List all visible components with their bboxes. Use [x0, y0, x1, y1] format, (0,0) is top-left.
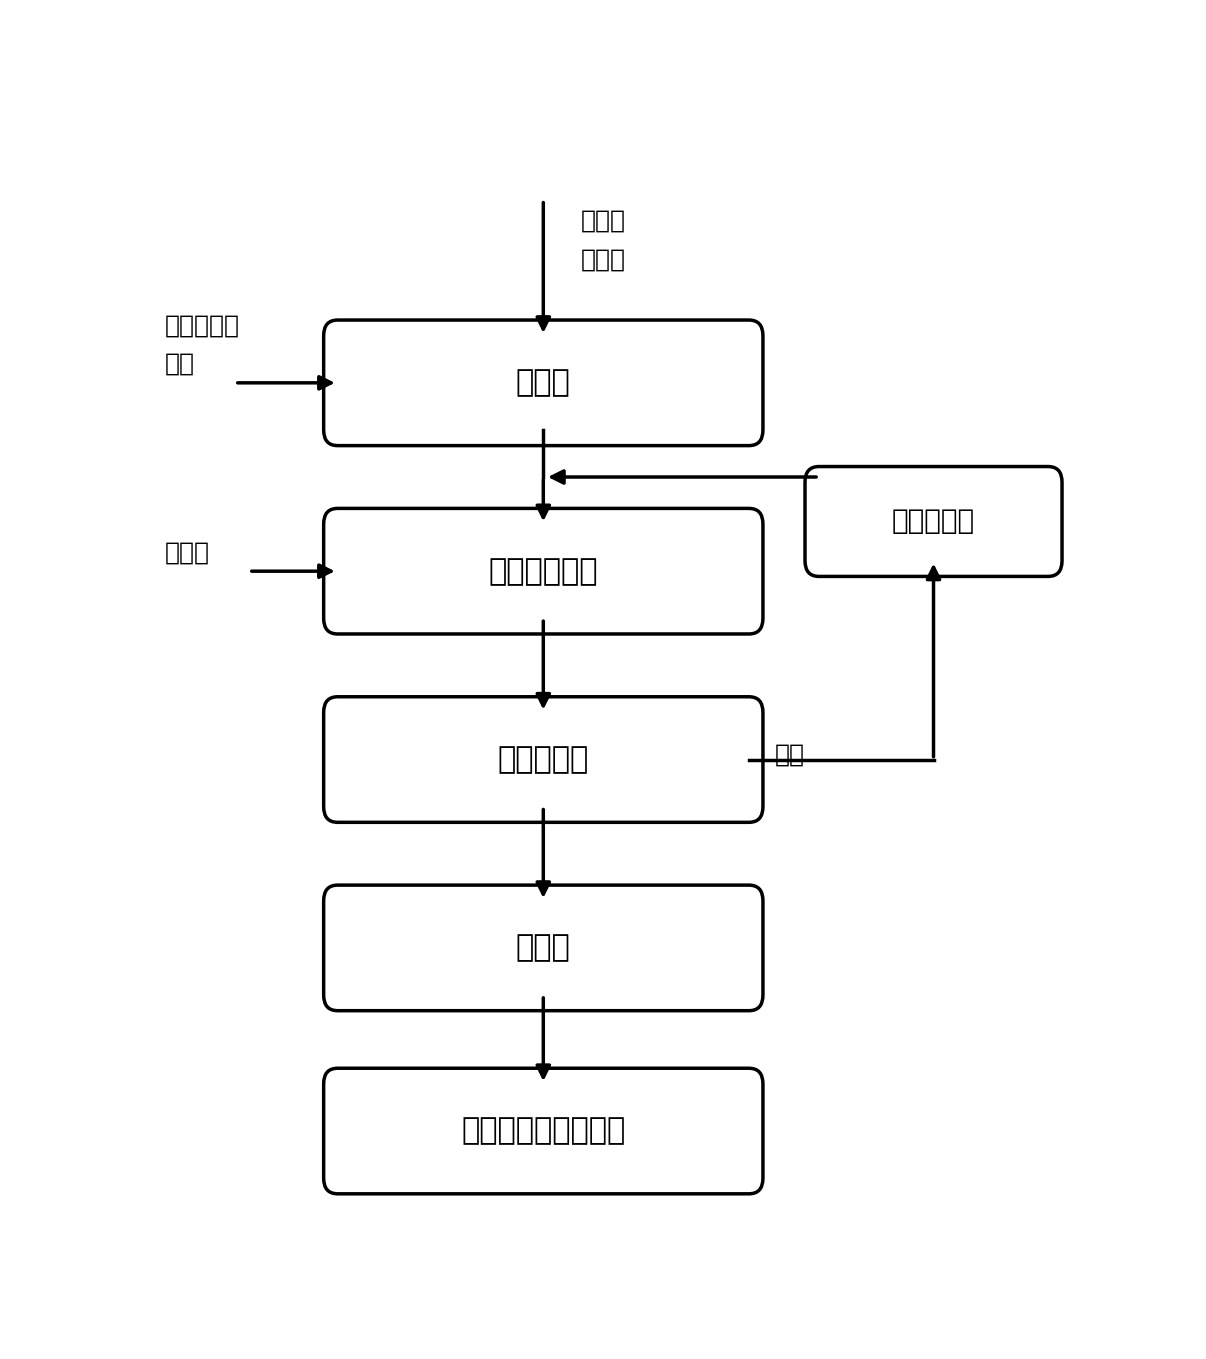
Text: 阻聚剂: 阻聚剂 — [165, 541, 210, 564]
FancyBboxPatch shape — [323, 1068, 763, 1193]
FancyBboxPatch shape — [323, 319, 763, 446]
Text: 短程蒸馏器: 短程蒸馏器 — [498, 745, 589, 775]
Text: 甲基丙烯酸异冰片酯: 甲基丙烯酸异冰片酯 — [461, 1117, 626, 1146]
Text: 残夜: 残夜 — [775, 742, 806, 766]
FancyBboxPatch shape — [323, 508, 763, 633]
Text: 反应釜: 反应釜 — [516, 368, 570, 397]
Text: 水洗釜: 水洗釜 — [516, 934, 570, 962]
FancyBboxPatch shape — [806, 466, 1062, 576]
Text: 岈烯: 岈烯 — [165, 352, 195, 376]
Text: 催化剂: 催化剂 — [581, 209, 626, 232]
Text: 阻聚剂: 阻聚剂 — [581, 247, 626, 272]
FancyBboxPatch shape — [323, 697, 763, 822]
Text: 甲基丙烯酸: 甲基丙烯酸 — [165, 314, 240, 337]
Text: 二次反应釜: 二次反应釜 — [892, 507, 976, 535]
FancyBboxPatch shape — [323, 885, 763, 1011]
Text: 中间成品储罐: 中间成品储罐 — [488, 557, 598, 586]
